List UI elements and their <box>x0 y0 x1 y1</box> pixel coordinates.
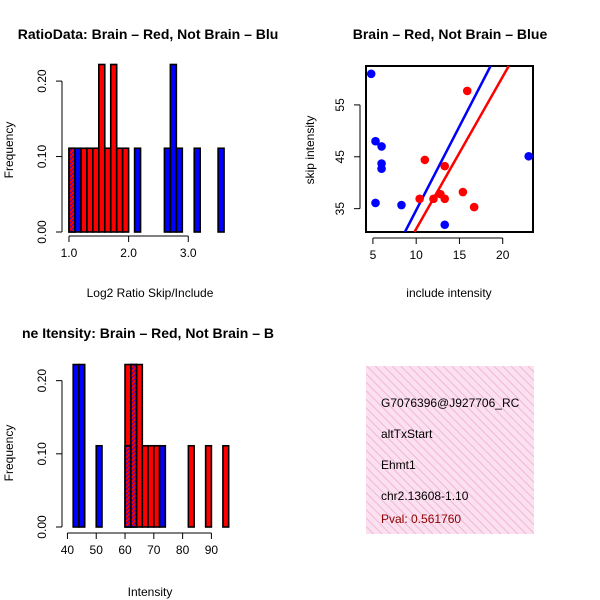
intensity-histogram-bars <box>72 363 230 528</box>
intensity-histogram-bar-overlap <box>131 365 136 526</box>
intensity-histogram-xlabel: Intensity <box>128 585 173 599</box>
ratio-histogram-bar-brain <box>80 147 88 233</box>
scatter-point-not-brain <box>377 164 386 174</box>
intensity-histogram-y-tick-label: 0.00 <box>35 515 49 539</box>
scatter-y-tick-label: 35 <box>333 202 347 216</box>
scatter-xlabel: include intensity <box>406 286 491 300</box>
ratio-histogram-bar-brain <box>121 147 130 233</box>
scatter-point-brain <box>415 194 424 204</box>
info-location: chr2.13608-1.10 <box>381 489 469 503</box>
scatter-title: Brain – Red, Not Brain – Blue <box>353 26 548 42</box>
ratio-histogram-y-tick-label: 0.10 <box>35 145 49 169</box>
info-gene-name: Ehmt1 <box>381 458 416 472</box>
ratio-histogram-panel: RatioData: Brain – Red, Not Brain – Blu … <box>2 26 278 300</box>
ratio-histogram-bar-brain <box>109 63 118 233</box>
scatter-point-brain <box>469 202 479 212</box>
intensity-histogram-bar-not-brain <box>78 363 86 528</box>
ratio-histogram-xlabel: Log2 Ratio Skip/Include <box>87 286 214 300</box>
intensity-histogram-bar-brain <box>204 444 213 528</box>
scatter-points <box>366 69 533 230</box>
info-event-type: altTxStart <box>381 427 433 441</box>
ratio-histogram-bar-brain <box>86 147 94 233</box>
scatter-point-not-brain <box>377 142 386 151</box>
scatter-fit-line-blue <box>403 65 492 233</box>
ratio-histogram-bar-overlap <box>69 149 74 231</box>
intensity-histogram-panel: ne Itensity: Brain – Red, Not Brain – B … <box>2 325 274 599</box>
ratio-histogram-x-tick-label: 3.0 <box>180 246 197 260</box>
intensity-histogram-bar-brain <box>135 363 144 528</box>
scatter-panel: Brain – Red, Not Brain – Blue include in… <box>303 26 547 300</box>
info-pval: Pval: 0.561760 <box>381 512 461 526</box>
scatter-fit-line-red <box>413 65 510 233</box>
intensity-histogram-bar-brain <box>222 444 230 528</box>
intensity-histogram-x-tick-label: 70 <box>147 543 161 557</box>
scatter-y-tick-label: 45 <box>333 150 347 164</box>
ratio-histogram-y-tick-label: 0.20 <box>35 69 49 93</box>
intensity-histogram-bar-brain <box>153 444 161 528</box>
scatter-x-tick-label: 15 <box>453 248 467 262</box>
scatter-point-not-brain <box>440 220 450 230</box>
intensity-histogram-x-tick-label: 40 <box>61 543 75 557</box>
intensity-histogram-title: ne Itensity: Brain – Red, Not Brain – B <box>22 325 274 341</box>
scatter-point-brain <box>440 194 450 204</box>
scatter-plot-frame <box>365 65 534 233</box>
intensity-histogram-axes: 40 50 60 70 80 90 0.00 0.10 0.20 <box>35 369 218 557</box>
scatter-point-brain <box>429 194 438 204</box>
info-gene-id: G7076396@J927706_RC <box>381 396 520 410</box>
intensity-histogram-bar-overlap <box>126 446 130 526</box>
scatter-point-not-brain <box>524 151 533 161</box>
scatter-point-not-brain <box>366 69 376 79</box>
ratio-histogram-bar-not-brain <box>169 63 178 233</box>
ratio-histogram-bars <box>68 63 225 233</box>
intensity-histogram-x-tick-label: 80 <box>176 543 190 557</box>
scatter-x-tick-label: 5 <box>370 248 377 262</box>
intensity-histogram-x-tick-label: 50 <box>90 543 104 557</box>
scatter-axes: 5 10 15 20 35 45 55 <box>333 98 510 262</box>
intensity-histogram-y-tick-label: 0.20 <box>35 369 49 393</box>
intensity-histogram-ylabel: Frequency <box>2 425 16 482</box>
intensity-histogram-bar-not-brain <box>95 444 103 528</box>
ratio-histogram-bar-not-brain <box>163 147 172 233</box>
intensity-histogram-bar-brain <box>147 444 155 528</box>
intensity-histogram-x-tick-label: 90 <box>205 543 219 557</box>
scatter-point-not-brain <box>371 136 380 146</box>
scatter-fit-lines <box>403 65 510 233</box>
scatter-point-brain <box>440 161 450 171</box>
intensity-histogram-bar-not-brain <box>72 363 80 528</box>
ratio-histogram-bar-brain <box>103 147 112 233</box>
ratio-histogram-y-tick-label: 0.00 <box>35 220 49 244</box>
scatter-point-not-brain <box>397 200 406 210</box>
scatter-point-brain <box>420 155 430 165</box>
info-box-background <box>366 366 534 534</box>
ratio-histogram-bar-not-brain <box>133 147 142 233</box>
ratio-histogram-bar-brain <box>98 63 106 233</box>
scatter-point-brain <box>462 86 472 96</box>
scatter-x-tick-label: 20 <box>496 248 510 262</box>
ratio-histogram-bar-not-brain <box>74 147 82 233</box>
scatter-x-tick-label: 10 <box>410 248 424 262</box>
ratio-histogram-bar-brain <box>92 147 100 233</box>
scatter-y-tick-label: 55 <box>333 98 347 112</box>
ratio-histogram-bar-not-brain <box>175 147 184 233</box>
intensity-histogram-bar-brain <box>187 444 195 528</box>
ratio-histogram-ylabel: Frequency <box>2 122 16 179</box>
scatter-point-not-brain <box>371 198 380 208</box>
intensity-histogram-bar-brain <box>141 444 149 528</box>
ratio-histogram-bar-not-brain <box>217 147 225 233</box>
ratio-histogram-bar-not-brain <box>193 147 201 233</box>
intensity-histogram-bar-not-brain <box>158 444 167 528</box>
intensity-histogram-x-tick-label: 60 <box>118 543 132 557</box>
info-box: G7076396@J927706_RC altTxStart Ehmt1 chr… <box>366 366 534 534</box>
ratio-histogram-bar-brain <box>115 147 124 233</box>
ratio-histogram-x-tick-label: 2.0 <box>120 246 137 260</box>
ratio-histogram-title: RatioData: Brain – Red, Not Brain – Blu <box>18 26 279 42</box>
scatter-ylabel: skip intensity <box>303 116 317 185</box>
intensity-histogram-y-tick-label: 0.10 <box>35 442 49 466</box>
ratio-histogram-axes: 1.0 2.0 3.0 0.00 0.10 0.20 <box>35 69 197 260</box>
scatter-point-brain <box>458 187 468 197</box>
ratio-histogram-x-tick-label: 1.0 <box>61 246 78 260</box>
